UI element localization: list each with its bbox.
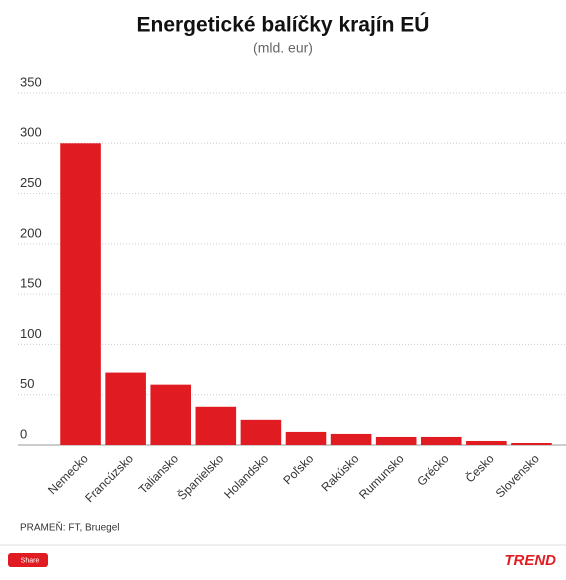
x-tick-label: Taliansko xyxy=(136,451,182,497)
x-tick-label: Slovensko xyxy=(493,451,542,500)
chart-title: Energetické balíčky krajín EÚ xyxy=(137,13,430,37)
x-tick-label: Grécko xyxy=(414,451,451,488)
x-tick-label: Holandsko xyxy=(221,451,271,501)
bar xyxy=(511,442,552,445)
y-tick-label: 0 xyxy=(20,426,27,441)
share-button[interactable] xyxy=(8,553,48,567)
y-tick-label: 50 xyxy=(20,376,34,391)
x-tick-label: Nemecko xyxy=(45,451,91,497)
bar xyxy=(285,431,327,445)
y-tick-label: 300 xyxy=(20,125,42,140)
bar xyxy=(420,436,462,445)
x-tick-label: Španielsko xyxy=(174,451,226,503)
chart-subtitle: (mld. eur) xyxy=(253,40,313,56)
bar xyxy=(330,433,372,445)
x-tick-label: Česko xyxy=(462,451,497,486)
bar xyxy=(466,440,507,445)
bar xyxy=(150,384,192,445)
x-tick-label: Francúzsko xyxy=(82,451,136,505)
bar xyxy=(195,406,237,445)
bar xyxy=(375,436,417,445)
y-tick-label: 100 xyxy=(20,326,42,341)
y-tick-label: 250 xyxy=(20,175,42,190)
source: PRAMEŇ: FT, Bruegel xyxy=(20,521,119,534)
brand-logo: TREND xyxy=(504,552,556,569)
x-tick-label: Poľsko xyxy=(280,451,316,487)
y-tick-label: 350 xyxy=(20,74,42,89)
bar xyxy=(240,419,282,445)
x-tick-label: Rumunsko xyxy=(356,451,407,502)
y-tick-label: 150 xyxy=(20,276,42,291)
bar xyxy=(60,143,101,446)
x-tick-label: Rakúsko xyxy=(319,451,362,494)
bar xyxy=(105,372,146,445)
y-tick-label: 200 xyxy=(20,225,42,240)
share-label[interactable]: Share xyxy=(21,557,40,564)
